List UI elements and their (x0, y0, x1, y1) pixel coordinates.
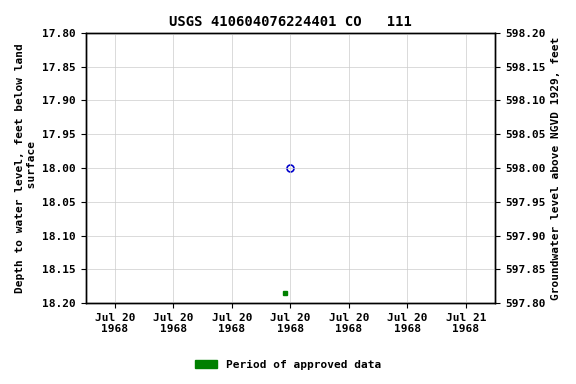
Y-axis label: Groundwater level above NGVD 1929, feet: Groundwater level above NGVD 1929, feet (551, 36, 561, 300)
Title: USGS 410604076224401 CO   111: USGS 410604076224401 CO 111 (169, 15, 412, 29)
Y-axis label: Depth to water level, feet below land
 surface: Depth to water level, feet below land su… (15, 43, 37, 293)
Legend: Period of approved data: Period of approved data (191, 356, 385, 375)
